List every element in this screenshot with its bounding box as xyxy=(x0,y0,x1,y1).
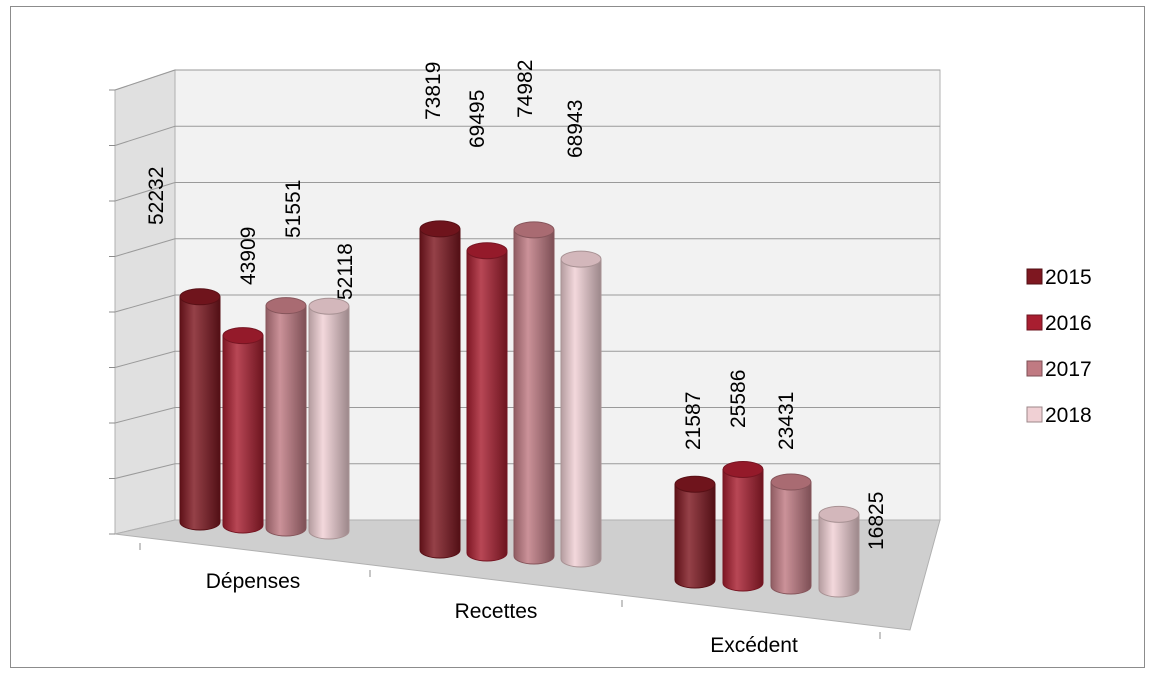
bar xyxy=(308,297,350,540)
bar xyxy=(674,475,716,589)
legend-label: 2015 xyxy=(1045,266,1092,289)
value-label: 52118 xyxy=(334,243,357,300)
category-label: Dépenses xyxy=(206,570,301,593)
bar-top xyxy=(818,505,860,523)
bar-body xyxy=(560,258,602,568)
value-label: 52232 xyxy=(145,167,168,225)
bar-top xyxy=(560,250,602,268)
bar xyxy=(513,221,555,565)
gridline-side xyxy=(114,350,176,368)
gridline-side xyxy=(114,294,176,313)
value-label: 74982 xyxy=(514,60,537,118)
bars-group xyxy=(179,220,860,598)
value-labels-group: 52232 43909 51551 52118 73819 69495 74982 68943… xyxy=(145,60,888,550)
bar-body xyxy=(419,228,461,559)
bar xyxy=(770,473,812,595)
bar-body xyxy=(513,229,555,565)
bar-top xyxy=(179,288,221,306)
bar-top xyxy=(513,221,555,239)
bar xyxy=(419,220,461,559)
legend: 2015 2016 2017 2018 xyxy=(1026,266,1092,427)
bar xyxy=(265,297,307,537)
value-label: 25586 xyxy=(727,370,750,428)
bar-body xyxy=(265,305,307,537)
value-label: 73819 xyxy=(422,62,445,120)
side-wall xyxy=(114,69,176,535)
legend-swatch xyxy=(1026,406,1043,423)
legend-swatch xyxy=(1026,314,1043,331)
value-label: 43909 xyxy=(237,227,260,285)
bar-top xyxy=(308,297,350,315)
gridline-side xyxy=(114,69,176,91)
bar-body xyxy=(818,513,860,598)
category-label: Excédent xyxy=(710,634,798,657)
legend-label: 2017 xyxy=(1045,358,1092,381)
bar-top xyxy=(770,473,812,491)
bar xyxy=(466,242,508,562)
gridline-side xyxy=(114,463,176,479)
bar-body xyxy=(308,305,350,540)
legend-swatch xyxy=(1026,268,1043,285)
bar xyxy=(560,250,602,568)
bar-body xyxy=(222,335,264,534)
gridline-side xyxy=(114,238,176,257)
value-label: 23431 xyxy=(775,392,798,450)
bar xyxy=(722,460,764,592)
bar-body xyxy=(674,483,716,589)
gridline-side xyxy=(114,182,176,202)
bar xyxy=(179,288,221,531)
bar-top xyxy=(722,460,764,478)
legend-label: 2016 xyxy=(1045,312,1092,335)
legend-swatch xyxy=(1026,360,1043,377)
gridline-side xyxy=(114,407,176,424)
bar-top xyxy=(222,327,264,345)
bar-body xyxy=(770,481,812,595)
value-label: 21587 xyxy=(682,392,705,450)
bar-top xyxy=(265,297,307,315)
category-labels-group: Dépenses Recettes Excédent xyxy=(206,570,798,657)
bar-body xyxy=(466,250,508,562)
gridline-side xyxy=(114,125,176,146)
bar-top xyxy=(466,242,508,260)
value-label: 69495 xyxy=(466,90,489,148)
category-label: Recettes xyxy=(455,600,538,623)
bar xyxy=(222,327,264,534)
value-label: 68943 xyxy=(564,100,587,158)
bar-body xyxy=(179,296,221,531)
legend-label: 2018 xyxy=(1045,404,1092,427)
value-label: 51551 xyxy=(282,180,305,238)
bar-top xyxy=(419,220,461,238)
bar-body xyxy=(722,468,764,592)
value-label: 16825 xyxy=(865,492,888,550)
bar-top xyxy=(674,475,716,493)
bar xyxy=(818,505,860,598)
